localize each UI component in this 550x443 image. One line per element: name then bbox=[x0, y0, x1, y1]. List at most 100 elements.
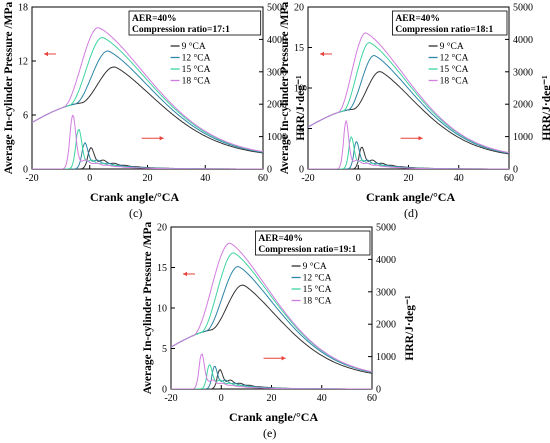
y-left-axis-label: Average In-cylinder Pressure /MPa bbox=[3, 1, 15, 174]
hrr-line bbox=[308, 135, 509, 169]
y-right-tick-label: 5000 bbox=[513, 3, 533, 14]
y-right-tick-label: 3000 bbox=[267, 67, 287, 78]
hrr-line bbox=[308, 140, 509, 169]
legend-label: 12 °CA bbox=[303, 273, 332, 284]
x-tick-label: 40 bbox=[200, 173, 210, 184]
x-tick-label: -20 bbox=[301, 173, 314, 184]
y-right-tick-label: 4000 bbox=[267, 35, 287, 46]
legend-label: 9 °CA bbox=[440, 41, 464, 52]
x-tick-label: -20 bbox=[25, 173, 38, 184]
y-left-tick-label: 15 bbox=[294, 43, 304, 54]
y-right-tick-label: 2000 bbox=[376, 320, 396, 331]
x-tick-label: 40 bbox=[317, 393, 327, 404]
x-tick-label: 20 bbox=[404, 173, 414, 184]
x-tick-label: 0 bbox=[219, 393, 224, 404]
legend-label: 15 °CA bbox=[182, 64, 211, 75]
y-right-tick-label: 0 bbox=[513, 165, 518, 176]
legend-label: 18 °CA bbox=[182, 76, 211, 87]
y-left-tick-label: 20 bbox=[157, 223, 167, 234]
y-left-tick-label: 5 bbox=[162, 344, 167, 355]
y-right-tick-label: 0 bbox=[376, 385, 381, 396]
y-right-tick-label: 3000 bbox=[376, 287, 396, 298]
pressure-line bbox=[171, 252, 372, 373]
hrr-line bbox=[308, 119, 509, 169]
pressure-axis-arrowhead bbox=[320, 51, 324, 57]
y-right-tick-label: 1000 bbox=[376, 352, 396, 363]
annotation-compression-ratio: Compression ratio=19:1 bbox=[258, 245, 356, 255]
x-tick-label: 60 bbox=[258, 173, 268, 184]
y-left-tick-label: 10 bbox=[294, 84, 304, 95]
legend-label: 9 °CA bbox=[303, 261, 327, 272]
legend-label: 18 °CA bbox=[303, 296, 332, 307]
hrr-line bbox=[171, 353, 372, 389]
pressure-line bbox=[32, 37, 263, 153]
y-right-tick-label: 1000 bbox=[267, 132, 287, 143]
chart-panel: -20 0 20 40 6005101520010002000300040005000C… bbox=[279, 1, 550, 204]
pressure-line bbox=[308, 32, 509, 154]
chart-panel: -20 0 20 40 6005101520010002000300040005000C… bbox=[142, 221, 416, 424]
x-tick-label: 0 bbox=[356, 173, 361, 184]
y-left-tick-label: 0 bbox=[162, 385, 167, 396]
pressure-axis-arrowhead bbox=[183, 271, 187, 277]
y-right-tick-label: 5000 bbox=[267, 3, 287, 14]
annotation-box bbox=[128, 10, 262, 36]
y-right-axis-label: HRR/J·deg⁻¹ bbox=[404, 295, 416, 360]
y-right-axis-label: HRR/J·deg⁻¹ bbox=[295, 75, 307, 140]
legend-label: 15 °CA bbox=[303, 284, 332, 295]
annotation-aer: AER=40% bbox=[258, 234, 302, 244]
y-left-axis-label: Average In-cylinder Pressure /MPa bbox=[142, 221, 154, 394]
hrr-axis-arrowhead bbox=[281, 356, 286, 361]
y-right-tick-label: 2000 bbox=[267, 100, 287, 111]
pressure-line bbox=[171, 242, 372, 373]
y-left-tick-label: 6 bbox=[23, 111, 28, 122]
y-right-tick-label: 2000 bbox=[513, 100, 533, 111]
data-layer bbox=[171, 242, 372, 389]
hrr-line bbox=[32, 114, 263, 169]
y-right-tick-label: 5000 bbox=[376, 223, 396, 234]
y-right-tick-label: 3000 bbox=[513, 67, 533, 78]
x-tick-label: 40 bbox=[454, 173, 464, 184]
y-left-tick-label: 18 bbox=[18, 3, 28, 14]
panel-caption-e: (e) bbox=[263, 426, 277, 440]
y-left-tick-label: 10 bbox=[157, 304, 167, 315]
y-left-tick-label: 20 bbox=[294, 3, 304, 14]
x-tick-label: 20 bbox=[143, 173, 153, 184]
y-right-tick-label: 1000 bbox=[513, 132, 533, 143]
legend-label: 9 °CA bbox=[182, 41, 206, 52]
annotation-box bbox=[255, 230, 371, 256]
pressure-line bbox=[32, 50, 263, 153]
pressure-line bbox=[171, 266, 372, 373]
y-left-tick-label: 15 bbox=[157, 263, 167, 274]
legend-label: 12 °CA bbox=[440, 53, 469, 64]
annotation-aer: AER=40% bbox=[132, 14, 176, 24]
annotation-box bbox=[392, 10, 508, 36]
annotation-aer: AER=40% bbox=[395, 14, 439, 24]
y-left-tick-label: 0 bbox=[299, 165, 304, 176]
legend-label: 18 °CA bbox=[440, 76, 469, 87]
pressure-line bbox=[171, 284, 372, 374]
y-right-axis-label: HRR/J·deg⁻¹ bbox=[541, 75, 550, 140]
annotation-compression-ratio: Compression ratio=17:1 bbox=[132, 25, 230, 35]
panel-caption-d: (d) bbox=[404, 206, 418, 220]
pressure-line bbox=[308, 42, 509, 154]
x-tick-label: 60 bbox=[367, 393, 377, 404]
x-tick-label: 20 bbox=[267, 393, 277, 404]
x-axis-label: Crank angle/°CA bbox=[366, 190, 455, 204]
y-right-tick-label: 4000 bbox=[376, 255, 396, 266]
x-axis-label: Crank angle/°CA bbox=[90, 190, 179, 204]
y-right-tick-label: 0 bbox=[267, 165, 272, 176]
data-layer bbox=[308, 32, 509, 169]
x-axis-label: Crank angle/°CA bbox=[229, 410, 318, 424]
panel-caption-c: (c) bbox=[129, 206, 143, 220]
chart-panel: -20 0 20 40 60061218010002000300040005000Cra… bbox=[3, 1, 307, 204]
y-left-tick-label: 5 bbox=[299, 124, 304, 135]
pressure-axis-arrowhead bbox=[44, 51, 48, 57]
y-right-tick-label: 4000 bbox=[513, 35, 533, 46]
hrr-axis-arrowhead bbox=[418, 136, 423, 141]
legend-label: 12 °CA bbox=[182, 53, 211, 64]
y-left-tick-label: 0 bbox=[23, 165, 28, 176]
y-left-axis-label: Average In-cylinder Pressure /MPa bbox=[279, 1, 291, 174]
legend-label: 15 °CA bbox=[440, 64, 469, 75]
annotation-compression-ratio: Compression ratio=18:1 bbox=[395, 25, 493, 35]
hrr-axis-arrowhead bbox=[159, 136, 164, 141]
